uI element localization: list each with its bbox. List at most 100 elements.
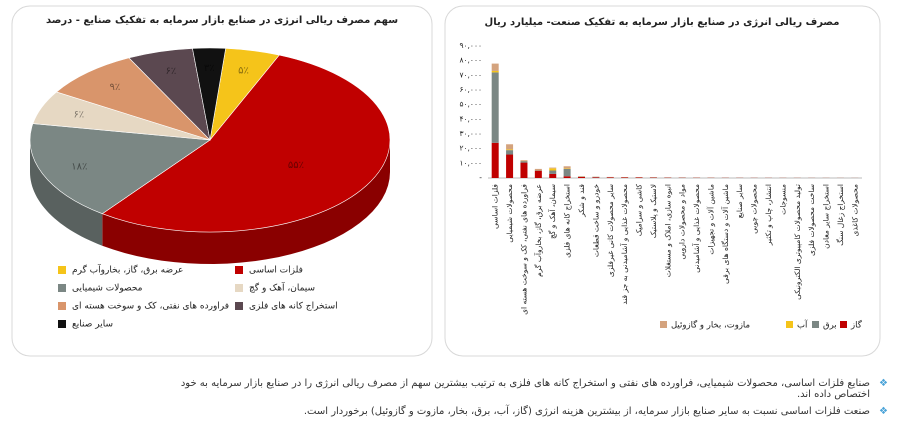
x-tick-label: کاشی و سرامیک bbox=[635, 184, 644, 237]
bar-panel bbox=[444, 5, 881, 357]
bar-segment bbox=[491, 142, 499, 178]
pie-panel bbox=[11, 5, 433, 357]
bar-segment bbox=[520, 160, 528, 161]
bar-segment bbox=[520, 161, 528, 163]
x-tick-label: استخراج سایر معادن bbox=[822, 184, 831, 249]
bar-title: مصرف ریالی انرژی در صنایع بازار سرمایه ب… bbox=[485, 17, 840, 28]
slice bbox=[29, 123, 211, 215]
x-tick-label: مواد و محصولات دارویی bbox=[678, 184, 687, 260]
bar-segment bbox=[592, 177, 600, 178]
legend-label: استخراج کانه های فلزی bbox=[249, 302, 338, 312]
x-tick-label: عرضه برق، گاز، بخاروآب گرم bbox=[533, 184, 543, 277]
x-tick-label: سیمان، آهک و گچ bbox=[547, 184, 557, 239]
legend-swatch bbox=[235, 266, 243, 274]
y-tick-label: ۶۰,۰۰۰ bbox=[459, 85, 482, 94]
x-tick-label: استخراج زغال سنگ bbox=[836, 184, 845, 246]
bar-segment bbox=[491, 70, 499, 73]
slice-label: ۳٪ bbox=[204, 63, 215, 74]
bar-segment bbox=[635, 177, 643, 178]
legend-label: آب bbox=[797, 319, 808, 331]
legend-label: سایر صنایع bbox=[72, 320, 113, 330]
slice-label: ۶٪ bbox=[166, 66, 177, 77]
legend-label: فراورده های نفتی، کک و سوخت هسته ای bbox=[72, 302, 229, 312]
slice-side bbox=[30, 140, 103, 246]
legend-swatch bbox=[235, 302, 243, 310]
bar-segment bbox=[563, 168, 571, 177]
bar-segment bbox=[563, 166, 571, 169]
x-tick-label: محصولات کاغذی bbox=[850, 184, 859, 237]
legend-label: سیمان، آهک و گچ bbox=[249, 282, 315, 294]
slice bbox=[55, 57, 211, 141]
slice-label: ۱۸٪ bbox=[71, 161, 87, 172]
legend-swatch bbox=[58, 266, 66, 274]
slice-side bbox=[102, 140, 390, 264]
slice-label: ۵۵٪ bbox=[288, 160, 304, 171]
bar-segment bbox=[506, 149, 514, 151]
legend-label: گاز bbox=[850, 320, 863, 331]
x-tick-label: محصولات شیمیایی bbox=[505, 184, 514, 243]
note: صنایع فلزات اساسی، محصولات شیمیایی، فراو… bbox=[170, 378, 888, 400]
x-tick-label: انبوه سازی، املاک و مستغلات bbox=[663, 184, 672, 277]
y-tick-label: - bbox=[479, 173, 482, 182]
slice bbox=[192, 47, 227, 141]
legend-swatch bbox=[812, 321, 819, 328]
x-tick-label: ساخت محصولات فلزی bbox=[807, 184, 816, 256]
slice-label: ۵٪ bbox=[238, 65, 249, 76]
y-tick-label: ۷۰,۰۰۰ bbox=[459, 70, 482, 79]
x-tick-label: محصولات غذایی و آشامیدنی به جز قند bbox=[619, 184, 629, 305]
pie-title: سهم مصرف ریالی انرژی در صنایع بازار سرما… bbox=[46, 15, 398, 26]
legend-label: عرضه برق، گاز، بخاروآب گرم bbox=[72, 264, 183, 276]
y-tick-label: ۵۰,۰۰۰ bbox=[459, 100, 482, 109]
legend-swatch bbox=[58, 320, 66, 328]
bar-segment bbox=[549, 170, 557, 174]
bar-segment bbox=[520, 162, 528, 178]
legend-swatch bbox=[58, 284, 66, 292]
bar-segment bbox=[506, 144, 514, 150]
bar-segment bbox=[534, 168, 542, 171]
x-tick-label: فلزات اساسی bbox=[491, 184, 500, 229]
y-tick-label: ۲۰,۰۰۰ bbox=[459, 144, 482, 153]
bar-segment bbox=[491, 72, 499, 143]
charts: سهم مصرف ریالی انرژی در صنایع بازار سرما… bbox=[11, 5, 881, 357]
x-tick-label: استخراج کانه های فلزی bbox=[563, 184, 572, 258]
y-tick-label: ۳۰,۰۰۰ bbox=[459, 129, 482, 138]
slice bbox=[101, 54, 391, 233]
bar-segment bbox=[534, 170, 542, 178]
legend-label: محصولات شیمیایی bbox=[72, 284, 143, 294]
bar-segment bbox=[549, 173, 557, 178]
x-tick-label: منسوجات bbox=[778, 184, 787, 215]
y-tick-label: ۸۰,۰۰۰ bbox=[459, 56, 482, 65]
x-tick-label: فراورده های نفتی، کک و سوخت هسته ای bbox=[519, 184, 528, 315]
legend-swatch bbox=[58, 302, 66, 310]
legend-swatch bbox=[660, 321, 667, 328]
x-tick-label: محصولات چوبی bbox=[750, 184, 759, 234]
legend-swatch bbox=[235, 284, 243, 292]
x-tick-label: سایر محصولات کانی غیرفلزی bbox=[606, 184, 615, 277]
x-tick-label: لاستیک و پلاستیک bbox=[649, 184, 658, 238]
y-tick-label: ۹۰,۰۰۰ bbox=[459, 41, 482, 50]
x-tick-label: انتشار، چاپ و تکثیر bbox=[764, 184, 773, 246]
x-tick-label: محصولات غذایی و آشامیدنی bbox=[691, 184, 701, 273]
x-tick-label: تولید محصولات کامپیوتری الکترونیکی bbox=[793, 184, 802, 300]
y-tick-label: ۱۰,۰۰۰ bbox=[459, 158, 482, 167]
bar-segment bbox=[549, 167, 557, 169]
slice-label: ۶٪ bbox=[73, 109, 84, 120]
bar-segment bbox=[563, 176, 571, 178]
bar-segment bbox=[506, 150, 514, 155]
bar-segment bbox=[549, 168, 557, 171]
legend-label: برق bbox=[823, 321, 837, 331]
x-tick-label: قند و شکر bbox=[577, 184, 586, 218]
x-tick-label: ماشین آلات و تجهیزات bbox=[705, 184, 715, 255]
legend-label: مازوت، بخار و گازوئیل bbox=[671, 320, 750, 331]
legend-label: فلزات اساسی bbox=[249, 266, 303, 276]
bar-segment bbox=[506, 154, 514, 178]
x-tick-label: ماشین آلات و دستگاه های برقی bbox=[720, 184, 730, 284]
legend-swatch bbox=[786, 321, 793, 328]
slice-label: ۹٪ bbox=[110, 82, 121, 93]
bar-segment bbox=[578, 176, 585, 178]
bar-segment bbox=[491, 63, 499, 71]
bar-segment bbox=[621, 177, 629, 178]
note: صنعت فلزات اساسی نسبت به سایر صنایع بازا… bbox=[170, 406, 888, 417]
legend-swatch bbox=[840, 321, 847, 328]
